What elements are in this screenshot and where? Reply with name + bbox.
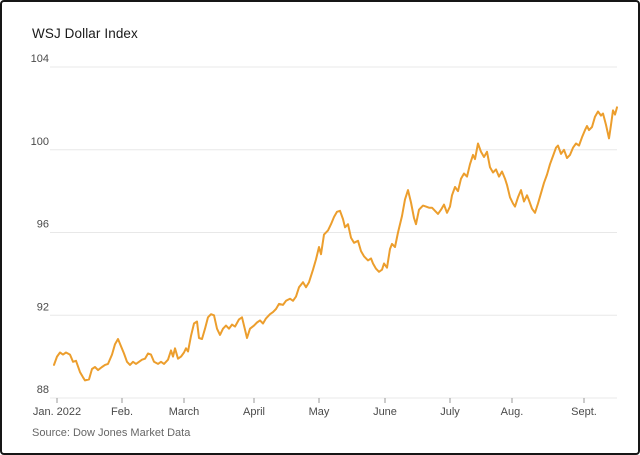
- y-axis-tick-label: 92: [37, 301, 49, 313]
- y-axis-tick-label: 96: [37, 219, 49, 231]
- chart-title: WSJ Dollar Index: [32, 26, 138, 41]
- y-axis-tick-label: 104: [31, 53, 49, 65]
- x-axis-tick-label: Sept.: [571, 406, 597, 418]
- source-note: Source: Dow Jones Market Data: [32, 427, 191, 439]
- y-axis-tick-label: 88: [37, 384, 49, 396]
- x-axis-tick-label: March: [169, 406, 200, 418]
- x-axis-tick-label: May: [309, 406, 330, 418]
- x-axis-tick-label: Jan. 2022: [33, 406, 81, 418]
- y-axis-tick-label: 100: [31, 136, 49, 148]
- x-axis-tick-label: July: [440, 406, 460, 418]
- x-axis-tick-label: Aug.: [501, 406, 524, 418]
- x-axis-tick-label: April: [243, 406, 265, 418]
- x-axis-tick-label: Feb.: [111, 406, 133, 418]
- x-axis-tick-label: June: [373, 406, 397, 418]
- series-line-wsj-dollar-index: [53, 106, 618, 382]
